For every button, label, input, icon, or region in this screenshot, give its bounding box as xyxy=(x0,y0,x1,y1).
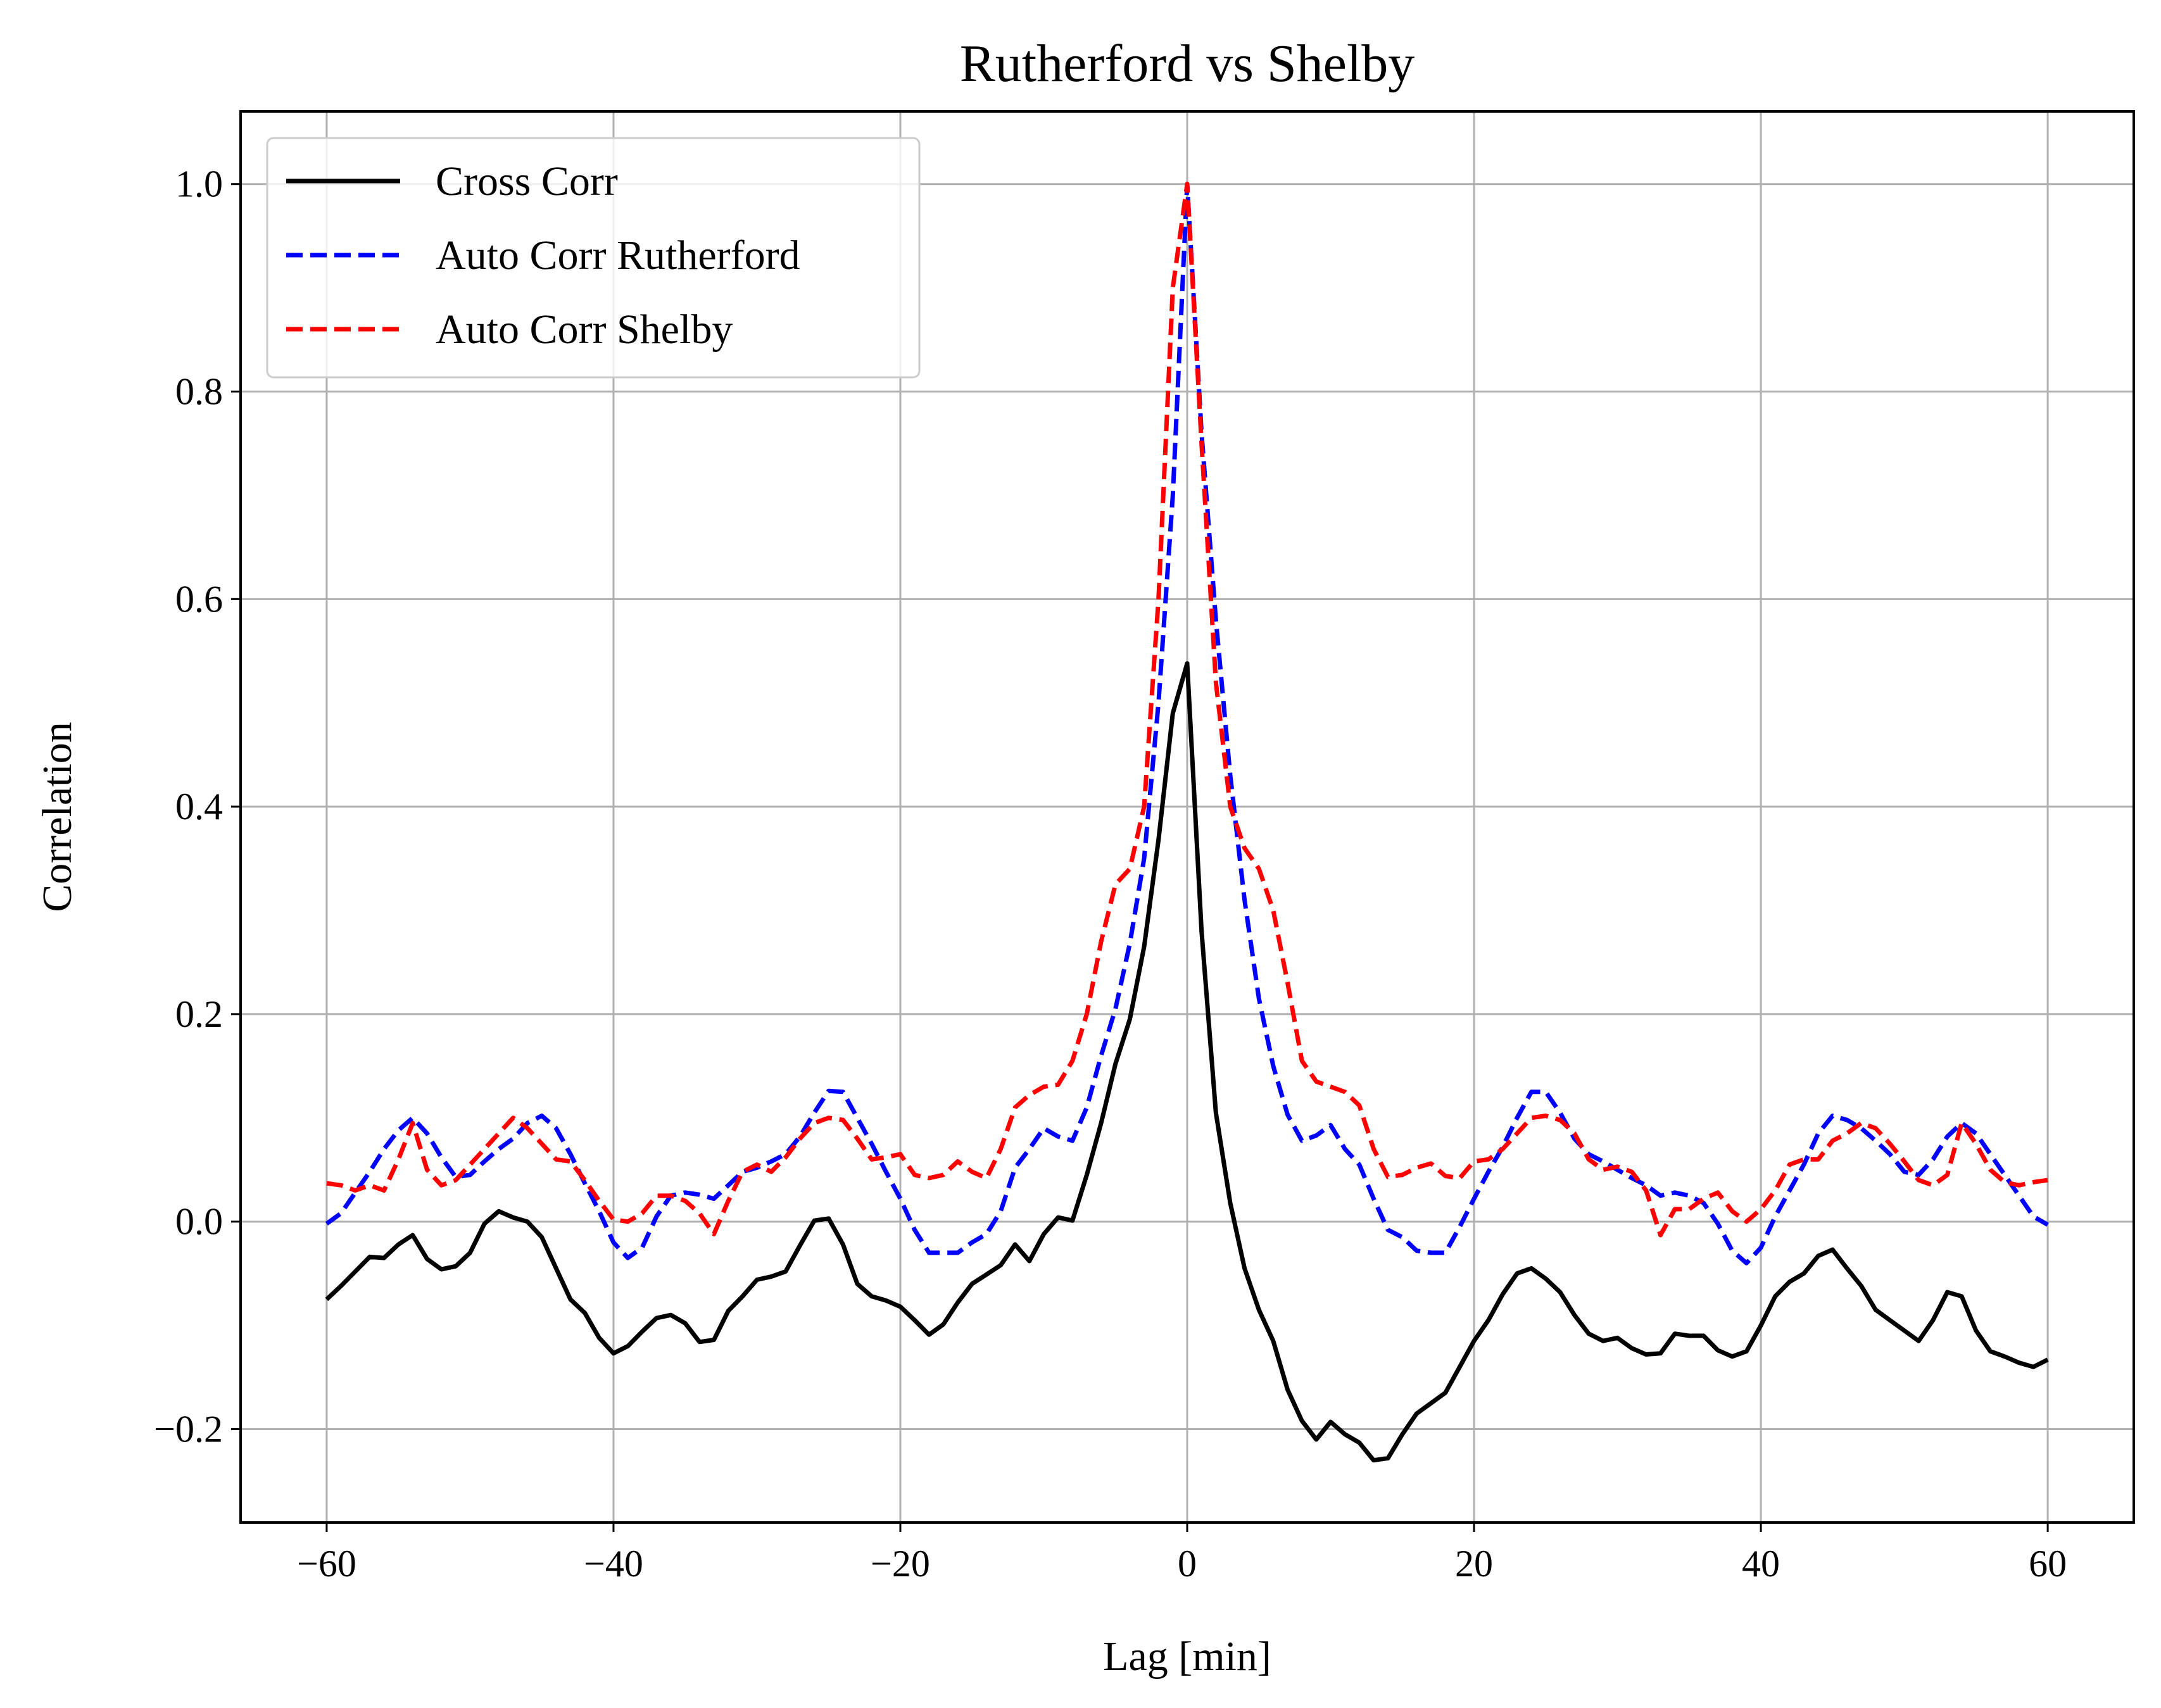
legend-box xyxy=(266,137,921,379)
x-tick-label: −20 xyxy=(871,1543,930,1585)
plot-series xyxy=(325,182,2049,1463)
chart-title: Rutherford vs Shelby xyxy=(960,34,1415,93)
legend-entries: Cross Corr Auto Corr Rutherford Auto Corr … xyxy=(286,158,800,353)
x-tick-label: 40 xyxy=(1742,1543,1780,1585)
y-tick-label: 0.4 xyxy=(175,786,223,827)
y-tick-label: 1.0 xyxy=(175,163,223,205)
series-line-auto-corr-shelby xyxy=(326,182,2048,1238)
x-tick-label: 0 xyxy=(1178,1543,1197,1585)
y-tick-label: 0.6 xyxy=(175,578,223,620)
y-tick-label: 0.0 xyxy=(175,1201,223,1243)
x-axis-label: Lag [min] xyxy=(1103,1633,1271,1680)
x-tick-label: −40 xyxy=(584,1543,643,1585)
legend-label: Auto Corr Shelby xyxy=(436,306,733,353)
legend-label: Cross Corr xyxy=(436,158,618,204)
y-tick-label: 0.8 xyxy=(175,371,223,413)
x-tick-label: 60 xyxy=(2029,1543,2067,1585)
legend: Cross Corr Auto Corr Rutherford Auto Corr … xyxy=(266,137,921,379)
axis-ticks: −60 −40 −20 0 20 40 60 −0.2 0.0 0.2 0.4 0.6 0.8 1.0 xyxy=(154,163,2067,1585)
x-tick-label: −60 xyxy=(297,1543,356,1585)
x-tick-label: 20 xyxy=(1455,1543,1493,1585)
y-tick-label: 0.2 xyxy=(175,993,223,1035)
y-tick-label: −0.2 xyxy=(154,1408,223,1450)
legend-label: Auto Corr Rutherford xyxy=(436,232,800,279)
series-line-cross-corr xyxy=(325,661,2049,1463)
y-axis-label: Correlation xyxy=(34,722,80,912)
